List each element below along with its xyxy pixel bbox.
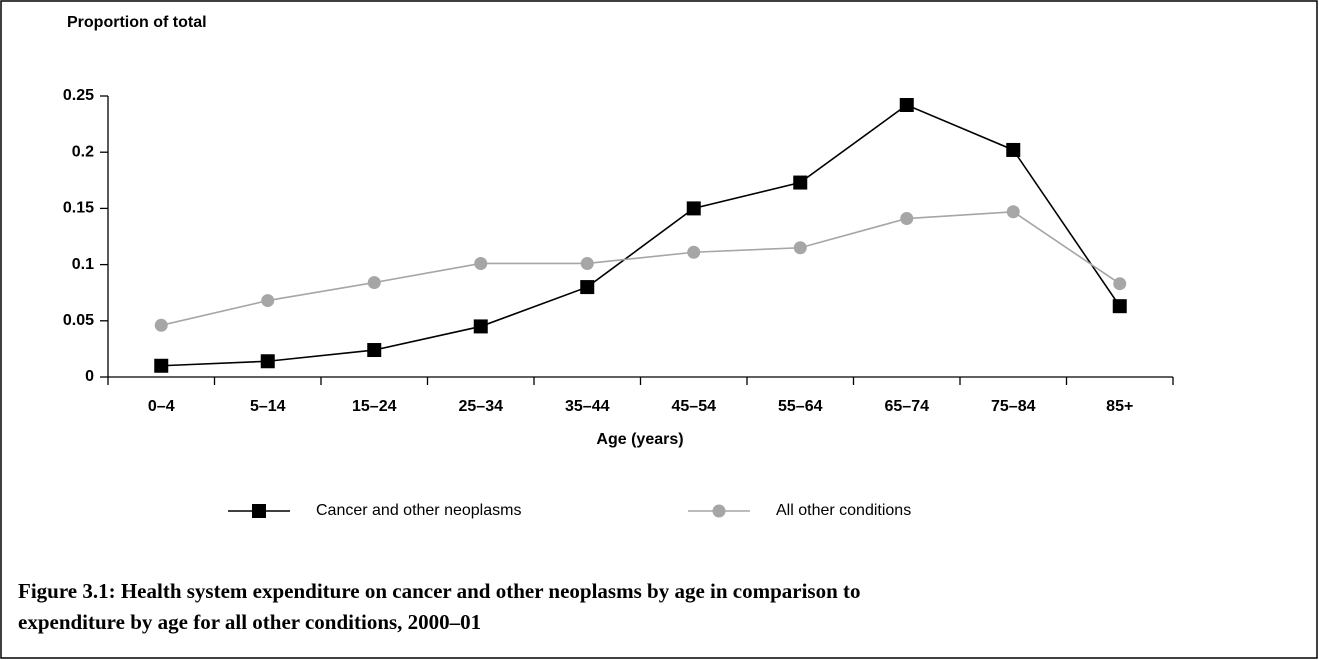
x-tick-label: 0–4 (148, 398, 175, 415)
marker (686, 201, 701, 216)
marker (580, 256, 594, 270)
y-tick-label: 0.15 (63, 200, 94, 217)
series-line (161, 104, 1121, 367)
legend-label: All other conditions (776, 502, 911, 519)
y-tick-label: 0 (85, 368, 94, 385)
y-axis-label: Proportion of total (67, 14, 207, 31)
marker (793, 175, 808, 190)
marker (367, 276, 381, 290)
x-tick-label: 85+ (1106, 398, 1133, 415)
marker (261, 294, 275, 308)
marker (252, 504, 266, 518)
marker (260, 354, 275, 369)
x-tick-label: 25–34 (459, 398, 504, 415)
marker (1112, 299, 1127, 314)
legend-label: Cancer and other neoplasms (316, 502, 521, 519)
x-tick-label: 65–74 (885, 398, 930, 415)
marker (900, 212, 914, 226)
y-tick-label: 0.2 (72, 143, 94, 160)
x-tick-label: 45–54 (672, 398, 717, 415)
caption: expenditure by age for all other conditi… (18, 610, 481, 634)
marker (712, 504, 726, 518)
marker (899, 97, 914, 112)
marker (154, 318, 168, 332)
x-tick-label: 15–24 (352, 398, 397, 415)
x-axis-label: Age (years) (596, 431, 683, 448)
x-tick-label: 5–14 (250, 398, 286, 415)
marker (474, 256, 488, 270)
marker (473, 319, 488, 334)
caption: Figure 3.1: Health system expenditure on… (18, 579, 861, 603)
marker (154, 358, 169, 373)
x-tick-label: 75–84 (991, 398, 1036, 415)
marker (367, 343, 382, 358)
y-tick-label: 0.25 (63, 87, 94, 104)
x-tick-label: 55–64 (778, 398, 823, 415)
marker (1006, 205, 1020, 219)
y-tick-label: 0.05 (63, 312, 94, 329)
marker (1113, 277, 1127, 291)
x-tick-label: 35–44 (565, 398, 610, 415)
marker (580, 280, 595, 295)
y-tick-label: 0.1 (72, 256, 94, 273)
marker (793, 241, 807, 255)
marker (1006, 142, 1021, 157)
marker (687, 245, 701, 259)
series-line (161, 210, 1121, 327)
